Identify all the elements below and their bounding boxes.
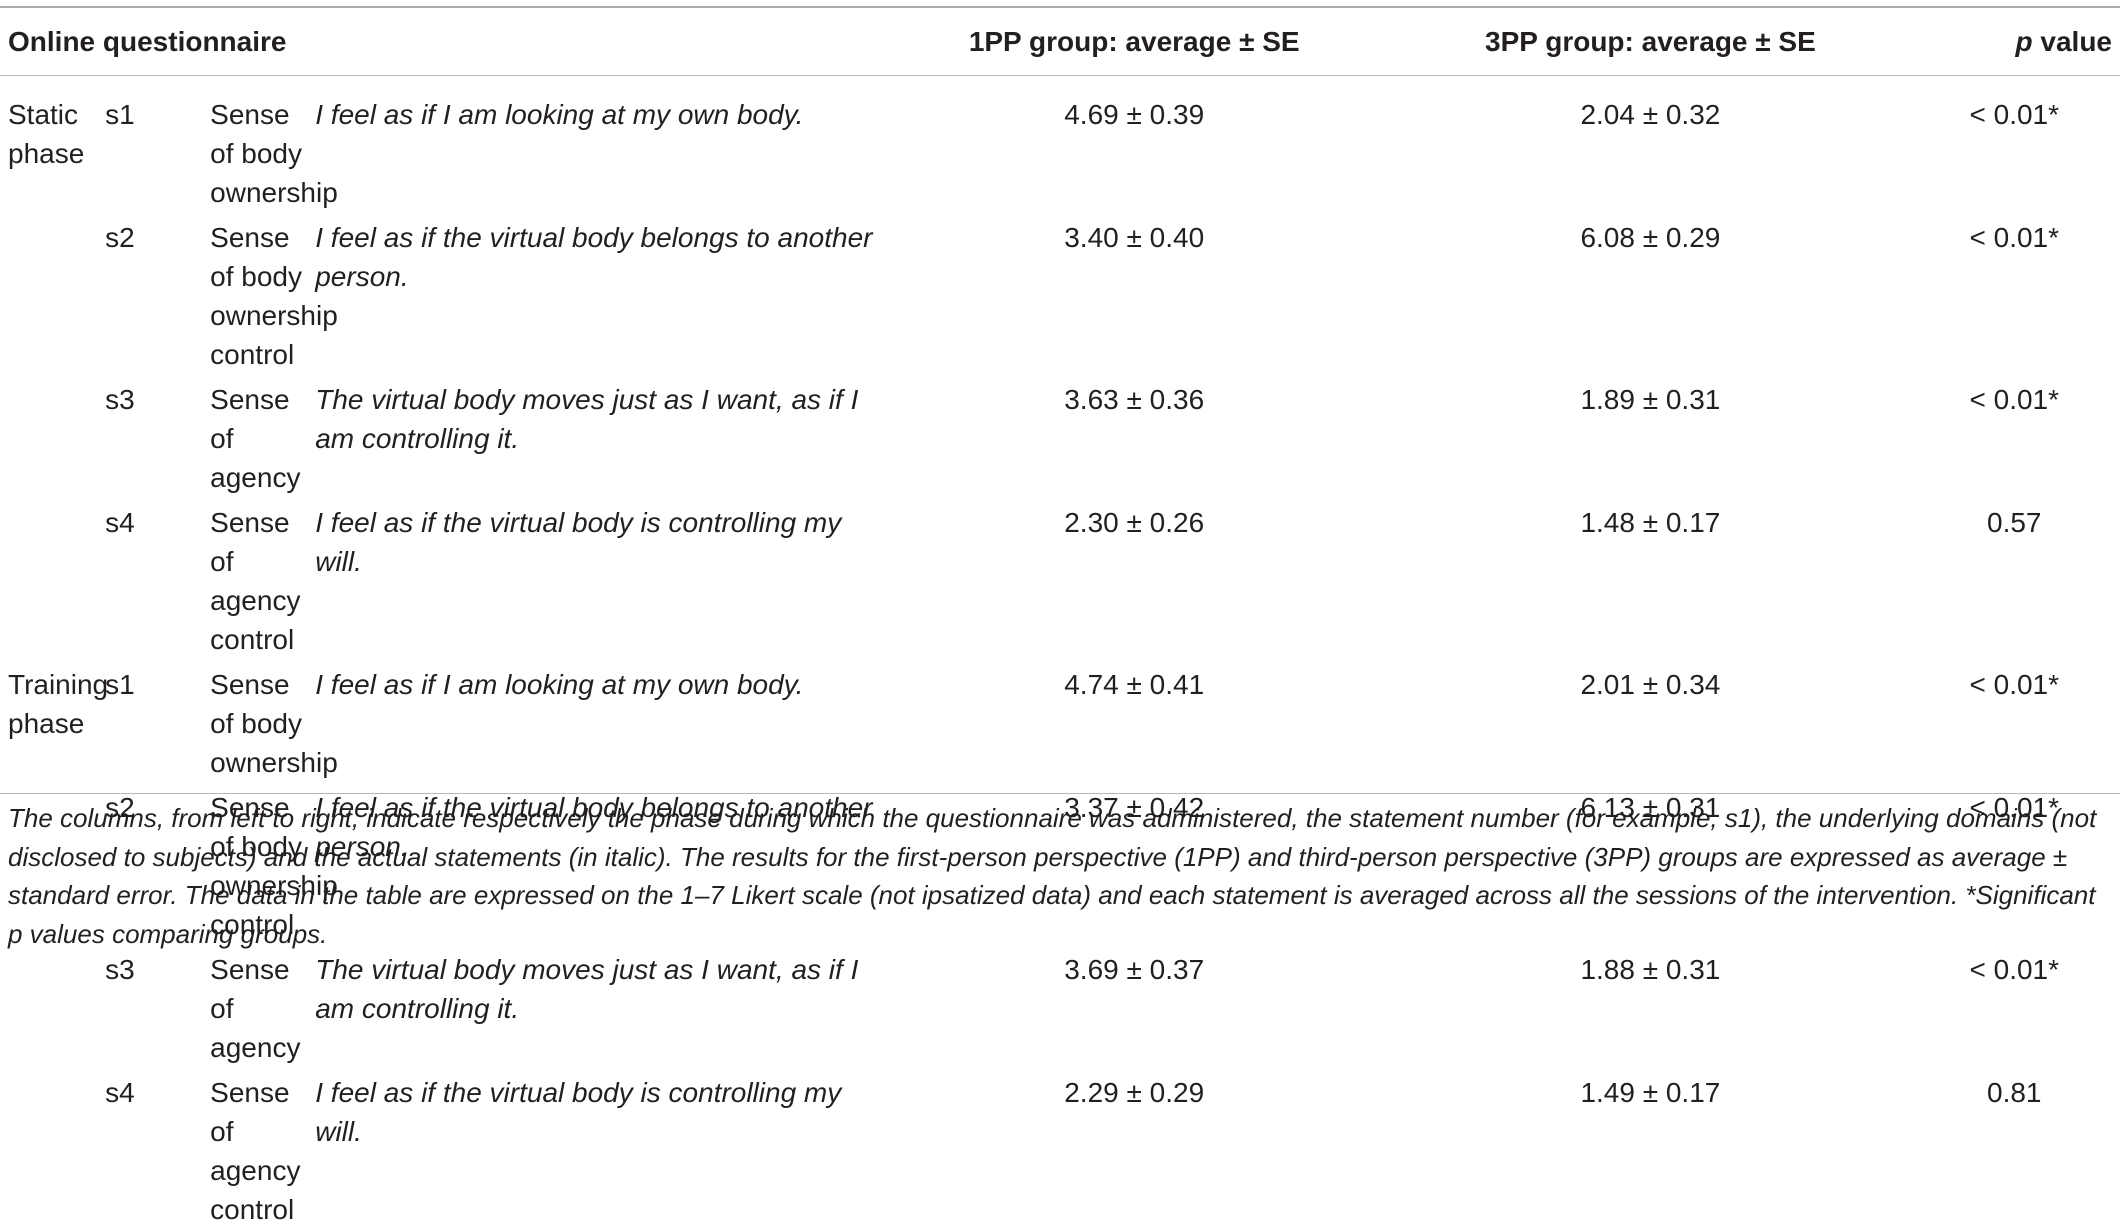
domain-cell: Sense of agency control xyxy=(210,1067,315,1229)
header-3pp: 3PP group: average ± SE xyxy=(1392,8,1908,75)
1pp-value-cell: 3.63 ± 0.36 xyxy=(876,374,1392,497)
3pp-value-cell: 2.01 ± 0.34 xyxy=(1392,659,1908,782)
1pp-value-cell: 4.69 ± 0.39 xyxy=(876,75,1392,212)
p-value-cell: 0.57 xyxy=(1909,497,2120,659)
statement-number-cell: s3 xyxy=(105,944,210,1067)
header-p-value: p value xyxy=(1909,8,2120,75)
statement-cell: I feel as if the virtual body belongs to… xyxy=(315,212,876,374)
p-value-cell: < 0.01* xyxy=(1909,374,2120,497)
statement-number-cell: s2 xyxy=(105,212,210,374)
statement-number-cell: s3 xyxy=(105,374,210,497)
1pp-value-cell: 2.29 ± 0.29 xyxy=(876,1067,1392,1229)
p-value-cell: 0.81 xyxy=(1909,1067,2120,1229)
statement-cell: I feel as if the virtual body is control… xyxy=(315,1067,876,1229)
phase-cell xyxy=(0,497,105,659)
phase-cell: Static phase xyxy=(0,75,105,212)
statement-number-cell: s4 xyxy=(105,497,210,659)
header-row: Online questionnaire 1PP group: average … xyxy=(0,8,2120,75)
domain-cell: Sense of body ownership xyxy=(210,75,315,212)
phase-cell xyxy=(0,212,105,374)
3pp-value-cell: 1.88 ± 0.31 xyxy=(1392,944,1908,1067)
header-online-questionnaire: Online questionnaire xyxy=(0,8,315,75)
questionnaire-table: Online questionnaire 1PP group: average … xyxy=(0,8,2120,1229)
3pp-value-cell: 2.04 ± 0.32 xyxy=(1392,75,1908,212)
3pp-value-cell: 1.49 ± 0.17 xyxy=(1392,1067,1908,1229)
p-value-cell: < 0.01* xyxy=(1909,75,2120,212)
p-value-cell: < 0.01* xyxy=(1909,944,2120,1067)
statement-cell: The virtual body moves just as I want, a… xyxy=(315,944,876,1067)
3pp-value-cell: 1.89 ± 0.31 xyxy=(1392,374,1908,497)
domain-cell: Sense of body ownership control xyxy=(210,212,315,374)
3pp-value-cell: 1.48 ± 0.17 xyxy=(1392,497,1908,659)
statement-cell: The virtual body moves just as I want, a… xyxy=(315,374,876,497)
3pp-value-cell: 6.08 ± 0.29 xyxy=(1392,212,1908,374)
domain-cell: Sense of body ownership xyxy=(210,659,315,782)
p-value-cell: < 0.01* xyxy=(1909,212,2120,374)
1pp-value-cell: 3.69 ± 0.37 xyxy=(876,944,1392,1067)
header-p-rest: value xyxy=(2033,26,2112,57)
domain-cell: Sense of agency control xyxy=(210,497,315,659)
1pp-value-cell: 2.30 ± 0.26 xyxy=(876,497,1392,659)
header-1pp: 1PP group: average ± SE xyxy=(876,8,1392,75)
header-p-italic: p xyxy=(2016,26,2033,57)
statement-cell: I feel as if the virtual body is control… xyxy=(315,497,876,659)
header-statement-blank xyxy=(315,8,876,75)
statement-cell: I feel as if I am looking at my own body… xyxy=(315,75,876,212)
statement-number-cell: s1 xyxy=(105,75,210,212)
statement-number-cell: s4 xyxy=(105,1067,210,1229)
statement-number-cell: s1 xyxy=(105,659,210,782)
table-footnote: The columns, from left to right, indicat… xyxy=(8,799,2112,953)
phase-cell xyxy=(0,1067,105,1229)
1pp-value-cell: 3.40 ± 0.40 xyxy=(876,212,1392,374)
phase-cell xyxy=(0,944,105,1067)
domain-cell: Sense of agency xyxy=(210,374,315,497)
statement-cell: I feel as if I am looking at my own body… xyxy=(315,659,876,782)
table-figure: Online questionnaire 1PP group: average … xyxy=(0,0,2120,955)
1pp-value-cell: 4.74 ± 0.41 xyxy=(876,659,1392,782)
phase-cell xyxy=(0,374,105,497)
phase-cell: Training phase xyxy=(0,659,105,782)
domain-cell: Sense of agency xyxy=(210,944,315,1067)
p-value-cell: < 0.01* xyxy=(1909,659,2120,782)
